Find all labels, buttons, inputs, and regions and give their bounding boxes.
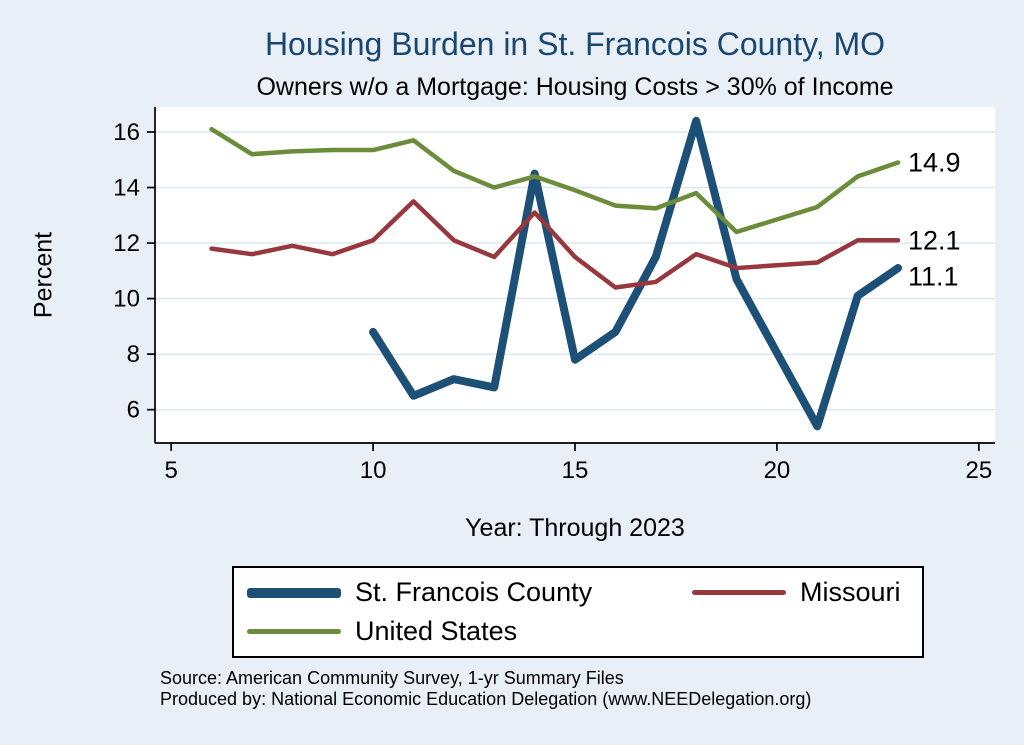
legend-label-us: United States	[355, 616, 518, 646]
x-tick-label: 10	[360, 457, 387, 484]
x-tick-label: 15	[562, 457, 589, 484]
x-tick-label: 25	[965, 457, 992, 484]
legend-item-missouri: Missouri	[692, 577, 922, 608]
source-note: Source: American Community Survey, 1-yr …	[160, 668, 624, 688]
x-tick-label: 5	[164, 457, 177, 484]
y-tick-label: 8	[127, 341, 140, 368]
missouri-line-swatch	[692, 590, 786, 595]
y-tick-label: 14	[113, 175, 140, 202]
series-line-county	[369, 116, 903, 431]
y-tick-label: 6	[127, 397, 140, 424]
y-tick-label: 16	[113, 119, 140, 146]
end-value-label: 12.1	[908, 225, 961, 255]
chart-subtitle: Owners w/o a Mortgage: Housing Costs > 3…	[256, 73, 894, 101]
legend-item-united-states: United States	[247, 616, 692, 647]
end-value-label: 14.9	[908, 148, 961, 178]
y-axis-title: Percent	[29, 231, 58, 319]
plot-area	[155, 107, 995, 443]
x-tick-label: 20	[764, 457, 791, 484]
chart-title: Housing Burden in St. Francois County, M…	[264, 26, 886, 62]
legend-label-county: St. Francois County	[355, 577, 593, 607]
legend-item-st-francois-county: St. Francois County	[247, 577, 692, 608]
y-tick-label: 10	[113, 286, 140, 313]
series-line-missouri	[209, 199, 901, 290]
us-line-swatch	[247, 629, 341, 634]
series-line-us	[209, 126, 901, 235]
legend: St. Francois County Missouri United Stat…	[232, 566, 924, 658]
x-axis-title: Year: Through 2023	[465, 514, 685, 542]
county-line-swatch	[247, 587, 341, 598]
legend-label-missouri: Missouri	[800, 577, 901, 607]
produced-by-note: Produced by: National Economic Education…	[160, 689, 812, 709]
y-tick-label: 12	[113, 230, 140, 257]
end-value-label: 11.1	[908, 261, 959, 291]
